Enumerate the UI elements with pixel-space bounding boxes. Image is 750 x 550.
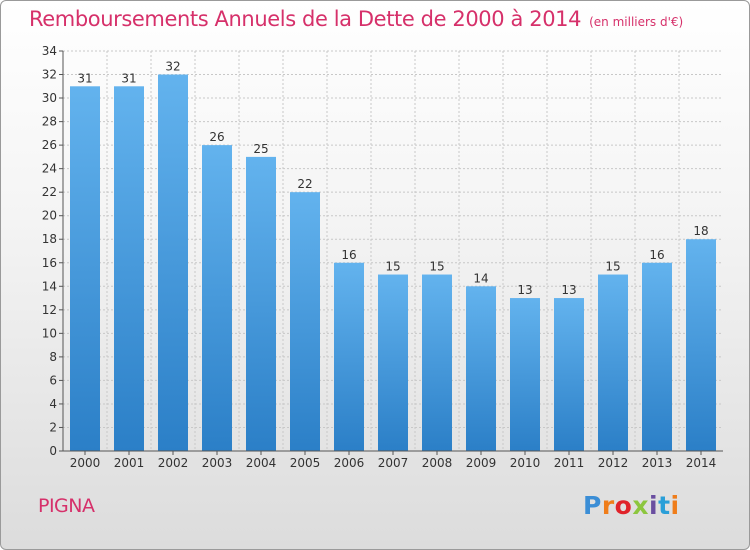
value-label-2005: 22	[297, 177, 312, 191]
value-label-2007: 15	[385, 260, 400, 274]
x-tick-label-2008: 2008	[422, 456, 453, 470]
bar-2014	[686, 239, 716, 451]
x-tick-label-2002: 2002	[158, 456, 189, 470]
bars	[70, 74, 716, 452]
x-tick-label-2006: 2006	[334, 456, 365, 470]
bar-2013	[642, 262, 672, 451]
y-tick-label: 8	[49, 350, 57, 364]
value-label-2011: 13	[561, 283, 576, 297]
bar-2010	[510, 298, 540, 451]
x-tick-label-2000: 2000	[70, 456, 101, 470]
x-tick-label-2007: 2007	[378, 456, 409, 470]
y-tick-label: 2	[49, 420, 57, 434]
y-tick-label: 32	[42, 68, 57, 82]
value-label-2004: 25	[253, 142, 268, 156]
x-tick-label-2011: 2011	[554, 456, 585, 470]
bar-2005	[290, 192, 320, 452]
value-label-2000: 31	[77, 71, 92, 85]
bar-2003	[202, 145, 232, 451]
y-tick-label: 10	[42, 326, 57, 340]
x-tick-label-2010: 2010	[510, 456, 541, 470]
y-tick-label: 16	[42, 256, 57, 270]
x-tick-label-2012: 2012	[598, 456, 629, 470]
commune-label: PIGNA	[38, 495, 95, 517]
bar-2004	[246, 156, 276, 451]
y-tick-label: 20	[42, 209, 57, 223]
bar-2009	[466, 286, 496, 451]
x-tick-label-2004: 2004	[246, 456, 277, 470]
x-tick-label-2005: 2005	[290, 456, 321, 470]
value-label-2003: 26	[209, 130, 224, 144]
labels: 0246810121416182022242628303234312000312…	[42, 44, 717, 470]
x-tick-label-2001: 2001	[114, 456, 145, 470]
y-tick-label: 0	[49, 444, 57, 458]
y-tick-label: 6	[49, 373, 57, 387]
chart-subtitle: (en milliers d'€)	[589, 15, 684, 29]
y-tick-label: 30	[42, 91, 57, 105]
y-tick-label: 22	[42, 185, 57, 199]
value-label-2006: 16	[341, 248, 356, 262]
bar-2001	[114, 86, 144, 451]
value-label-2008: 15	[429, 260, 444, 274]
y-tick-label: 24	[42, 162, 57, 176]
y-tick-label: 12	[42, 303, 57, 317]
y-tick-label: 26	[42, 138, 57, 152]
axes	[59, 50, 723, 455]
value-label-2010: 13	[517, 283, 532, 297]
chart-title-text: Remboursements Annuels de la Dette de 20…	[29, 7, 582, 31]
bar-2012	[598, 274, 628, 451]
chart-title: Remboursements Annuels de la Dette de 20…	[29, 7, 683, 31]
proxiti-logo: Proxiti	[583, 491, 680, 520]
y-tick-label: 14	[42, 279, 57, 293]
value-label-2013: 16	[649, 248, 664, 262]
x-tick-label-2003: 2003	[202, 456, 233, 470]
y-tick-label: 34	[42, 44, 57, 58]
bar-2007	[378, 274, 408, 451]
value-label-2012: 15	[605, 260, 620, 274]
bar-2000	[70, 86, 100, 451]
x-tick-label-2009: 2009	[466, 456, 497, 470]
value-label-2014: 18	[693, 224, 708, 238]
value-label-2002: 32	[165, 60, 180, 74]
x-tick-label-2013: 2013	[642, 456, 673, 470]
bar-2006	[334, 262, 364, 451]
bar-2008	[422, 274, 452, 451]
bar-2011	[554, 298, 584, 451]
y-tick-label: 4	[49, 397, 57, 411]
y-tick-label: 18	[42, 232, 57, 246]
y-tick-label: 28	[42, 115, 57, 129]
value-label-2001: 31	[121, 71, 136, 85]
x-tick-label-2014: 2014	[686, 456, 717, 470]
bar-2002	[158, 74, 188, 451]
value-label-2009: 14	[473, 271, 488, 285]
